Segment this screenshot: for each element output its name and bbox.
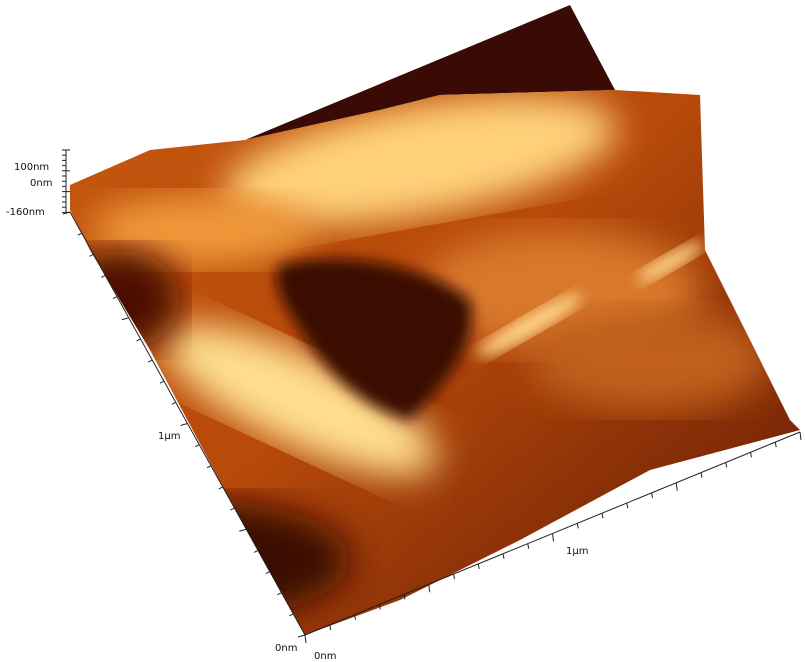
axis-tick	[652, 493, 653, 498]
axis-tick	[254, 550, 258, 552]
axis-tick	[181, 424, 188, 426]
axis-tick	[701, 473, 702, 478]
axis-tick	[553, 534, 554, 542]
axis-tick	[122, 318, 129, 320]
axis-tick	[137, 339, 141, 341]
axis-tick	[172, 402, 176, 404]
z-label: 0nm	[30, 178, 52, 189]
axis-tick	[78, 233, 82, 235]
axis-tick	[101, 275, 105, 277]
z-label: 100nm	[14, 162, 49, 173]
axis-tick	[602, 513, 603, 518]
axis-tick	[800, 432, 801, 440]
axis-tick	[207, 466, 211, 468]
y-axis-origin: 0nm	[275, 643, 297, 654]
axis-tick	[231, 508, 235, 510]
afm-image: 100nm 0nm -160nm 1μm 0nm 1μm 0nm	[0, 0, 805, 662]
axis-tick	[113, 297, 117, 299]
axis-tick	[454, 574, 455, 579]
axis-tick	[528, 544, 529, 549]
axis-tick	[429, 584, 430, 592]
axis-tick	[239, 529, 246, 531]
axis-tick	[289, 614, 293, 616]
axis-tick	[627, 503, 628, 508]
axis-tick	[219, 487, 223, 489]
axis-tick	[195, 445, 199, 447]
axis-tick	[90, 254, 94, 256]
axis-tick	[160, 381, 164, 383]
axis-tick	[305, 635, 306, 643]
axis-tick	[751, 452, 752, 457]
x-axis-origin: 0nm	[314, 651, 336, 662]
axis-tick	[775, 442, 776, 447]
axis-tick	[330, 625, 331, 630]
axis-tick	[266, 572, 270, 574]
x-axis-label: 1μm	[566, 546, 588, 557]
z-label: -160nm	[6, 207, 45, 218]
axis-tick	[503, 554, 504, 559]
axis-tick	[726, 462, 727, 467]
axis-tick	[577, 523, 578, 528]
axis-tick	[478, 564, 479, 569]
axis-tick	[278, 593, 282, 595]
axis-tick	[298, 635, 305, 637]
y-axis-label: 1μm	[158, 431, 180, 442]
axis-tick	[676, 483, 677, 491]
axis-tick	[148, 360, 152, 362]
